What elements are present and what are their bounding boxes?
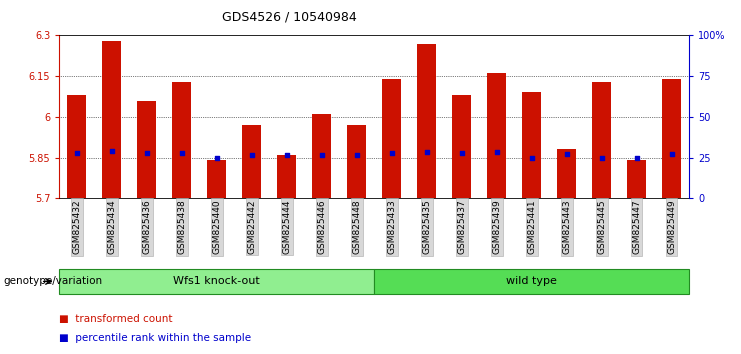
Text: GSM825441: GSM825441 — [527, 200, 536, 254]
Text: GSM825440: GSM825440 — [212, 200, 222, 254]
Bar — [557, 149, 576, 198]
Text: ■  transformed count: ■ transformed count — [59, 314, 173, 324]
Text: GSM825442: GSM825442 — [247, 200, 256, 254]
Text: genotype/variation: genotype/variation — [4, 276, 103, 286]
Text: GSM825432: GSM825432 — [73, 200, 82, 254]
Point — [316, 152, 328, 158]
Text: GSM825433: GSM825433 — [388, 200, 396, 254]
Bar — [382, 79, 402, 198]
Bar — [242, 125, 262, 198]
Text: GSM825434: GSM825434 — [107, 200, 116, 254]
Point — [421, 149, 433, 155]
Text: GSM825444: GSM825444 — [282, 200, 291, 254]
Bar — [487, 73, 506, 198]
Text: GSM825436: GSM825436 — [142, 200, 151, 254]
Text: wild type: wild type — [506, 276, 557, 286]
Point — [281, 153, 293, 158]
Point — [491, 149, 502, 155]
Bar — [59, 269, 374, 294]
Bar — [67, 95, 87, 198]
Point — [665, 152, 677, 157]
Point — [386, 150, 398, 156]
Bar — [592, 81, 611, 198]
Bar — [172, 81, 191, 198]
Bar — [277, 155, 296, 198]
Point — [596, 155, 608, 160]
Bar — [207, 160, 226, 198]
Text: GSM825446: GSM825446 — [317, 200, 326, 254]
Text: GSM825439: GSM825439 — [492, 200, 501, 254]
Text: GSM825443: GSM825443 — [562, 200, 571, 254]
Bar — [417, 44, 436, 198]
Bar — [522, 92, 541, 198]
Text: GSM825438: GSM825438 — [177, 200, 186, 254]
Text: GDS4526 / 10540984: GDS4526 / 10540984 — [222, 11, 357, 24]
Point — [561, 152, 573, 157]
Point — [456, 150, 468, 156]
Text: GSM825447: GSM825447 — [632, 200, 641, 254]
Bar — [347, 125, 366, 198]
Bar — [452, 95, 471, 198]
Text: GSM825449: GSM825449 — [667, 200, 676, 254]
Point — [526, 155, 538, 160]
Text: GSM825445: GSM825445 — [597, 200, 606, 254]
Bar — [662, 79, 681, 198]
Point — [631, 155, 642, 160]
Bar — [374, 269, 689, 294]
Bar — [137, 101, 156, 198]
Point — [141, 150, 153, 155]
Text: GSM825448: GSM825448 — [352, 200, 361, 254]
Text: Wfs1 knock-out: Wfs1 knock-out — [173, 276, 260, 286]
Text: GSM825435: GSM825435 — [422, 200, 431, 254]
Point — [246, 153, 258, 158]
Point — [176, 150, 187, 155]
Text: GSM825437: GSM825437 — [457, 200, 466, 254]
Text: ■  percentile rank within the sample: ■ percentile rank within the sample — [59, 333, 251, 343]
Point — [106, 148, 118, 154]
Point — [350, 153, 362, 158]
Bar — [102, 41, 122, 198]
Bar — [312, 114, 331, 198]
Bar — [627, 160, 646, 198]
Point — [210, 155, 222, 161]
Point — [71, 150, 83, 156]
